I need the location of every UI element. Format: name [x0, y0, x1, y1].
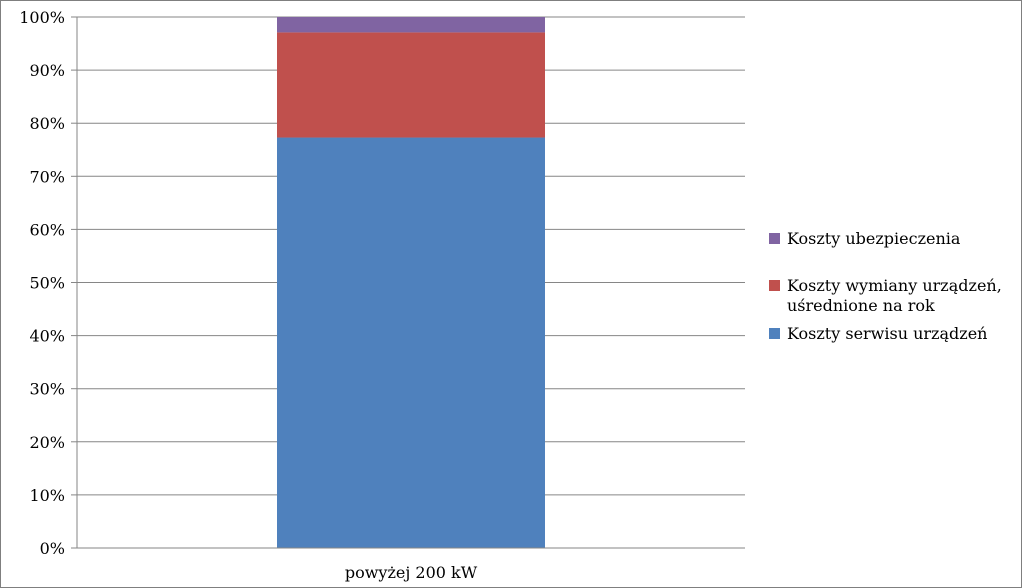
- legend-swatch: [769, 233, 780, 244]
- bar-segment: [277, 137, 545, 549]
- bar-segment: [277, 32, 545, 138]
- axes: [71, 16, 745, 549]
- y-tick-label: 70%: [29, 167, 65, 186]
- y-tick-label: 40%: [29, 327, 65, 346]
- x-category-labels: powyżej 200 kW: [345, 563, 478, 582]
- y-tick-label: 80%: [29, 114, 65, 133]
- bar-segment: [277, 17, 545, 33]
- y-tick-label: 20%: [29, 433, 65, 452]
- y-tick-label: 0%: [40, 539, 65, 558]
- y-tick-label: 60%: [29, 220, 65, 239]
- legend-entry: Koszty serwisu urządzeń: [787, 324, 987, 343]
- y-tick-label: 10%: [29, 486, 65, 505]
- y-tick-label: 100%: [19, 8, 65, 27]
- y-tick-label: 90%: [29, 61, 65, 80]
- x-category-label: powyżej 200 kW: [345, 563, 478, 582]
- bar-segments: [277, 17, 545, 549]
- y-tick-label: 30%: [29, 380, 65, 399]
- legend-entry: Koszty wymiany urządzeń, uśrednione na ro…: [787, 276, 1002, 315]
- legend-entry: Koszty ubezpieczenia: [787, 229, 961, 248]
- y-tick-label: 50%: [29, 274, 65, 293]
- legend-swatch: [769, 280, 780, 291]
- y-tick-labels: 0% 10% 20% 30% 40% 50% 60% 70% 80% 90% 100%: [19, 8, 65, 558]
- legend-swatch: [769, 328, 780, 339]
- legend: Koszty ubezpieczenia Koszty wymiany urząd…: [769, 229, 1002, 343]
